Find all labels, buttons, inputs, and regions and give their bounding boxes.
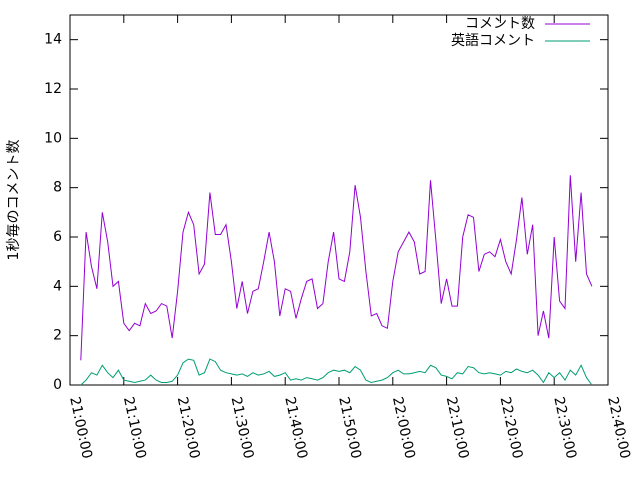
x-tick-label: 22:00:00 <box>389 395 418 460</box>
y-tick-label: 8 <box>53 180 62 196</box>
legend-label: コメント数 <box>465 16 535 32</box>
data-line <box>80 175 593 361</box>
x-tick-label: 21:10:00 <box>120 395 149 460</box>
x-tick-label: 21:50:00 <box>335 395 364 460</box>
y-tick-label: 6 <box>53 229 62 245</box>
x-tick-label: 21:20:00 <box>174 395 203 460</box>
legend-label: 英語コメント <box>451 32 535 49</box>
x-tick-label: 22:30:00 <box>550 395 579 460</box>
x-tick-label: 21:00:00 <box>66 395 95 460</box>
y-tick-label: 12 <box>44 81 62 97</box>
y-tick-label: 0 <box>53 377 62 393</box>
y-tick-label: 14 <box>44 32 62 48</box>
y-tick-label: 2 <box>53 328 62 344</box>
plot-frame <box>69 14 609 386</box>
x-tick-label: 22:40:00 <box>604 395 633 460</box>
y-axis-label: 1秒毎のコメント数 <box>6 140 22 261</box>
data-line <box>80 358 593 386</box>
x-tick-label: 22:20:00 <box>497 395 526 460</box>
x-tick-label: 21:30:00 <box>228 395 257 460</box>
y-tick-label: 4 <box>53 278 62 294</box>
x-tick-label: 22:10:00 <box>443 395 472 460</box>
x-tick-label: 21:40:00 <box>281 395 310 460</box>
y-tick-label: 10 <box>44 130 62 146</box>
